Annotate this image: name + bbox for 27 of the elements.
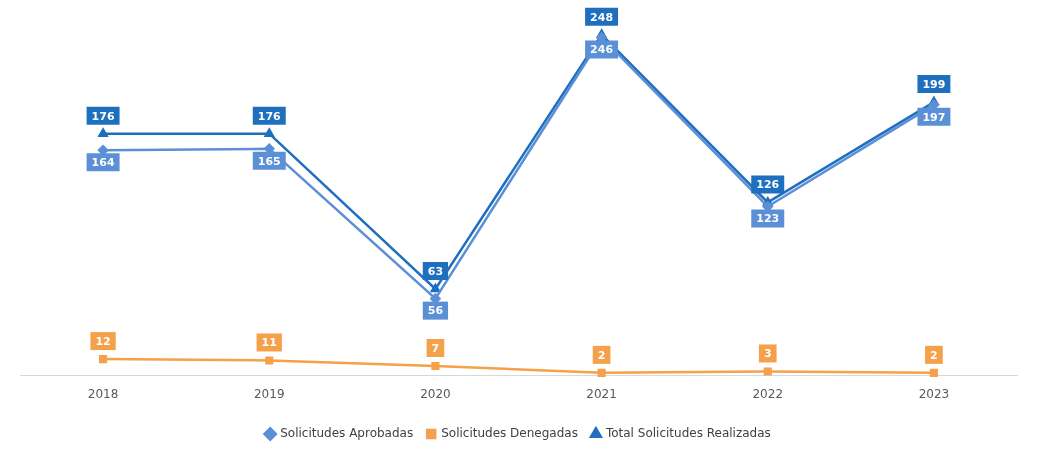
data-label: 56 (427, 304, 444, 318)
data-label: 11 (261, 336, 277, 350)
data-label: 176 (91, 109, 115, 123)
data-label: 126 (756, 178, 780, 192)
x-tick-label: 2018 (87, 386, 119, 401)
data-label: 165 (257, 154, 281, 168)
x-tick-label: 2019 (253, 386, 285, 401)
data-label: 2 (597, 348, 606, 362)
data-label: 3 (763, 347, 772, 361)
data-label: 176 (257, 109, 282, 123)
legend-label: Solicitudes Aprobadas (280, 426, 414, 441)
data-label: 199 (922, 77, 946, 91)
x-tick-label: 2022 (752, 386, 784, 401)
data-label: 123 (756, 212, 780, 226)
data-label: 246 (590, 43, 614, 57)
x-tick-label: 2021 (586, 386, 617, 401)
legend-label: Total Solicitudes Realizadas (604, 426, 771, 441)
data-label: 12 (95, 334, 111, 348)
x-tick-label: 2023 (918, 386, 950, 401)
data-label: 63 (427, 264, 444, 278)
x-tick-label: 2020 (420, 386, 451, 401)
data-label: 7 (431, 341, 440, 355)
data-label: 248 (590, 10, 614, 24)
data-label: 164 (91, 156, 115, 170)
data-label: 2 (930, 348, 938, 362)
data-label: 197 (922, 110, 946, 124)
legend-label: Solicitudes Denegadas (441, 426, 578, 441)
